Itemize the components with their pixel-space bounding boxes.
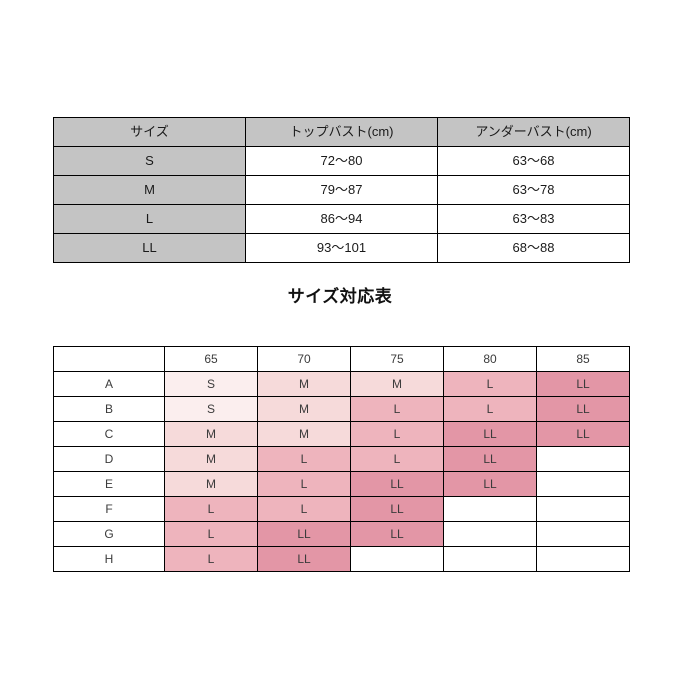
matrix-cell-H-75: [350, 546, 444, 572]
row-label-size: M: [53, 175, 246, 205]
table-row: C M M L LL LL: [53, 421, 630, 447]
cell-top-bust: 86〜94: [245, 204, 438, 234]
cell-under-bust: 63〜83: [437, 204, 630, 234]
matrix-cell-H-85: [536, 546, 630, 572]
size-spec-table: サイズ トップバスト(cm) アンダーバスト(cm) S 72〜80 63〜68…: [53, 117, 630, 263]
column-header-band-65: 65: [164, 346, 258, 372]
row-label-cup-D: D: [53, 446, 165, 472]
matrix-cell-C-65: M: [164, 421, 258, 447]
column-header-top-bust: トップバスト(cm): [245, 117, 438, 147]
table-header-row: サイズ トップバスト(cm) アンダーバスト(cm): [53, 117, 630, 147]
row-label-size: LL: [53, 233, 246, 263]
row-label-cup-F: F: [53, 496, 165, 522]
table-row: H L LL: [53, 546, 630, 572]
row-label-size: L: [53, 204, 246, 234]
size-spec-table-body: S 72〜80 63〜68 M 79〜87 63〜78 L 86〜94 63〜8…: [53, 146, 630, 263]
column-header-band-85: 85: [536, 346, 630, 372]
matrix-cell-E-75: LL: [350, 471, 444, 497]
row-label-cup-C: C: [53, 421, 165, 447]
matrix-cell-A-75: M: [350, 371, 444, 397]
matrix-cell-B-75: L: [350, 396, 444, 422]
matrix-cell-A-65: S: [164, 371, 258, 397]
matrix-cell-E-85: [536, 471, 630, 497]
cell-under-bust: 68〜88: [437, 233, 630, 263]
row-label-cup-B: B: [53, 396, 165, 422]
column-header-band-80: 80: [443, 346, 537, 372]
matrix-cell-G-80: [443, 521, 537, 547]
size-matrix-table-body: A S M M L LL B S M L L LL C M M L LL LL D M L L LL E M L LL LL F L L LL…: [53, 371, 630, 572]
matrix-cell-G-70: LL: [257, 521, 351, 547]
column-header-band-70: 70: [257, 346, 351, 372]
column-header-under-bust: アンダーバスト(cm): [437, 117, 630, 147]
matrix-cell-D-70: L: [257, 446, 351, 472]
size-matrix-table-head: 65 70 75 80 85: [53, 346, 630, 372]
matrix-cell-F-85: [536, 496, 630, 522]
row-label-cup-A: A: [53, 371, 165, 397]
size-spec-table-container: サイズ トップバスト(cm) アンダーバスト(cm) S 72〜80 63〜68…: [53, 117, 630, 263]
column-header-band-75: 75: [350, 346, 444, 372]
table-row: B S M L L LL: [53, 396, 630, 422]
matrix-cell-H-70: LL: [257, 546, 351, 572]
matrix-cell-D-75: L: [350, 446, 444, 472]
matrix-cell-C-80: LL: [443, 421, 537, 447]
matrix-cell-F-65: L: [164, 496, 258, 522]
matrix-cell-B-80: L: [443, 396, 537, 422]
size-matrix-table-container: 65 70 75 80 85 A S M M L LL B S M L L LL C M M L LL LL D M L L LL E…: [53, 346, 630, 572]
column-header-size: サイズ: [53, 117, 246, 147]
matrix-cell-H-80: [443, 546, 537, 572]
table-header-row: 65 70 75 80 85: [53, 346, 630, 372]
page-title: サイズ対応表: [287, 287, 393, 306]
matrix-cell-B-70: M: [257, 396, 351, 422]
table-row: D M L L LL: [53, 446, 630, 472]
table-row: A S M M L LL: [53, 371, 630, 397]
size-matrix-table: 65 70 75 80 85 A S M M L LL B S M L L LL C M M L LL LL D M L L LL E…: [53, 346, 630, 572]
matrix-cell-G-75: LL: [350, 521, 444, 547]
row-label-cup-H: H: [53, 546, 165, 572]
cell-top-bust: 72〜80: [245, 146, 438, 176]
matrix-cell-G-85: [536, 521, 630, 547]
matrix-cell-D-65: M: [164, 446, 258, 472]
matrix-cell-C-70: M: [257, 421, 351, 447]
row-label-size: S: [53, 146, 246, 176]
table-row: E M L LL LL: [53, 471, 630, 497]
table-row: L 86〜94 63〜83: [53, 204, 630, 234]
matrix-cell-B-65: S: [164, 396, 258, 422]
table-row: S 72〜80 63〜68: [53, 146, 630, 176]
table-row: F L L LL: [53, 496, 630, 522]
matrix-cell-F-80: [443, 496, 537, 522]
table-row: LL 93〜101 68〜88: [53, 233, 630, 263]
cell-under-bust: 63〜68: [437, 146, 630, 176]
matrix-cell-A-85: LL: [536, 371, 630, 397]
size-spec-table-head: サイズ トップバスト(cm) アンダーバスト(cm): [53, 117, 630, 147]
matrix-cell-G-65: L: [164, 521, 258, 547]
matrix-cell-C-75: L: [350, 421, 444, 447]
row-label-cup-G: G: [53, 521, 165, 547]
matrix-cell-E-80: LL: [443, 471, 537, 497]
matrix-cell-A-80: L: [443, 371, 537, 397]
matrix-corner-cell: [53, 346, 165, 372]
cell-top-bust: 93〜101: [245, 233, 438, 263]
matrix-cell-E-65: M: [164, 471, 258, 497]
matrix-cell-C-85: LL: [536, 421, 630, 447]
table-row: M 79〜87 63〜78: [53, 175, 630, 205]
matrix-cell-D-85: [536, 446, 630, 472]
matrix-cell-H-65: L: [164, 546, 258, 572]
row-label-cup-E: E: [53, 471, 165, 497]
matrix-cell-F-70: L: [257, 496, 351, 522]
cell-under-bust: 63〜78: [437, 175, 630, 205]
cell-top-bust: 79〜87: [245, 175, 438, 205]
table-row: G L LL LL: [53, 521, 630, 547]
matrix-cell-F-75: LL: [350, 496, 444, 522]
matrix-cell-A-70: M: [257, 371, 351, 397]
matrix-cell-D-80: LL: [443, 446, 537, 472]
matrix-cell-B-85: LL: [536, 396, 630, 422]
matrix-cell-E-70: L: [257, 471, 351, 497]
